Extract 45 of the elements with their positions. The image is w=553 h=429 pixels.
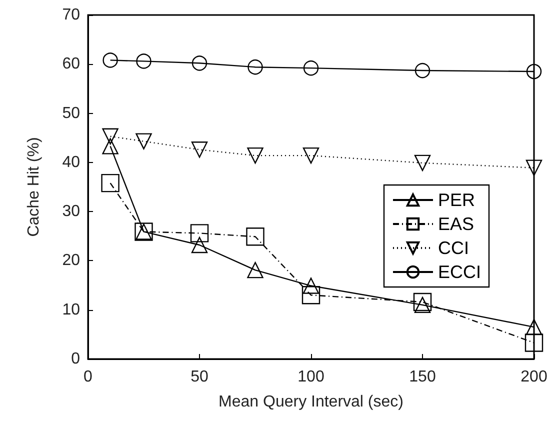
- point: [247, 262, 264, 278]
- point: [102, 138, 118, 154]
- point: [101, 174, 120, 192]
- y-tick-label: 20: [62, 252, 80, 270]
- point: [247, 147, 264, 164]
- point: [136, 133, 152, 150]
- point: [248, 59, 263, 75]
- point: [191, 142, 208, 158]
- point: [414, 62, 430, 78]
- y-tick-label: 10: [62, 301, 80, 318]
- point: [102, 52, 118, 68]
- point: [414, 296, 431, 314]
- y-tick-label: 60: [62, 56, 80, 73]
- y-tick-label: 0: [71, 350, 80, 368]
- legend-label: ECCI: [438, 262, 482, 282]
- point: [102, 128, 118, 144]
- point: [190, 224, 209, 242]
- point: [302, 278, 320, 294]
- y-tick-label: 50: [62, 104, 80, 122]
- point: [246, 228, 264, 246]
- legend-label: PER: [438, 190, 476, 210]
- x-tick-label: 50: [190, 368, 208, 386]
- x-axis-title: Mean Query Interval (sec): [218, 394, 404, 410]
- point: [526, 318, 542, 336]
- point: [136, 54, 152, 69]
- point: [524, 334, 544, 352]
- legend-label: EAS: [438, 214, 474, 234]
- legend-label: CCI: [438, 238, 469, 258]
- y-tick-label: 40: [62, 154, 80, 171]
- x-tick-label: 200: [520, 368, 548, 386]
- point: [413, 292, 432, 312]
- x-tick-label: 100: [298, 368, 324, 386]
- point: [191, 236, 208, 254]
- point: [302, 286, 320, 304]
- point: [192, 56, 208, 71]
- x-tick-label: 150: [409, 368, 436, 386]
- y-tick-label: 70: [62, 6, 80, 24]
- point: [302, 147, 320, 164]
- y-axis-title: Cache Hit (%): [26, 137, 42, 237]
- point: [414, 154, 431, 172]
- y-tick-label: 30: [62, 203, 80, 220]
- point: [303, 60, 319, 76]
- point: [526, 160, 542, 176]
- point: [526, 64, 542, 80]
- x-tick-label: 0: [84, 368, 93, 386]
